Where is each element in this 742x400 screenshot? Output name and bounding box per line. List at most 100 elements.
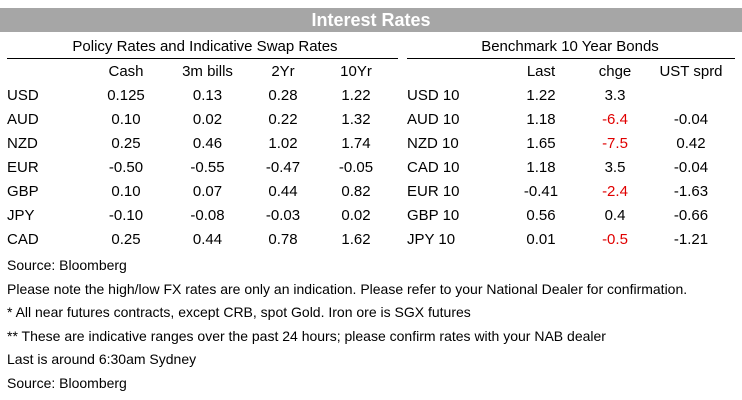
- rate-value: 0.28: [268, 87, 298, 104]
- policy-col-header: 10Yr: [340, 63, 372, 80]
- rate-value: 1.22: [341, 87, 371, 104]
- policy-row: CAD 0.25 0.44 0.78 1.62: [7, 228, 396, 252]
- rate-value: 0.78: [268, 231, 298, 248]
- rate-value: 0.44: [192, 231, 223, 248]
- currency-label: NZD: [7, 135, 38, 152]
- rate-value: -0.55: [190, 159, 225, 176]
- currency-label: AUD: [7, 111, 39, 128]
- rate-value: 0.25: [111, 231, 141, 248]
- bond-label: JPY 10: [407, 231, 456, 248]
- bond-row: NZD 10 1.65 -7.5 0.42: [407, 132, 737, 156]
- rate-value: -0.08: [190, 207, 225, 224]
- bonds-heading-divider: [407, 58, 735, 59]
- policy-corner-cell: [7, 60, 87, 84]
- policy-rates-heading: Policy Rates and Indicative Swap Rates: [72, 38, 338, 55]
- bond-spread-value: -0.04: [673, 111, 709, 128]
- rate-value: 0.07: [192, 183, 223, 200]
- rate-value: 1.32: [341, 111, 371, 128]
- rate-value: -0.10: [108, 207, 144, 224]
- bond-change-value: -0.5: [602, 231, 628, 248]
- currency-label: JPY: [7, 207, 35, 224]
- policy-col-header: 2Yr: [271, 63, 295, 80]
- rate-value: 0.44: [268, 183, 298, 200]
- bond-spread-value: -0.66: [673, 207, 709, 224]
- bond-change-value: -6.4: [602, 111, 628, 128]
- rate-value: 1.74: [341, 135, 371, 152]
- policy-rates-table: Cash 3m bills 2Yr 10Yr USD 0.125 0.13 0.28 1…: [7, 60, 396, 252]
- bond-label: CAD 10: [407, 159, 460, 176]
- rate-value: 0.10: [111, 183, 141, 200]
- policy-row: GBP 0.10 0.07 0.44 0.82: [7, 180, 396, 204]
- policy-row: AUD 0.10 0.02 0.22 1.32: [7, 108, 396, 132]
- bond-label: GBP 10: [407, 207, 460, 224]
- bond-last-value: 0.01: [526, 231, 556, 248]
- bond-label: EUR 10: [407, 183, 460, 200]
- bond-spread-value: 0.42: [676, 135, 706, 152]
- bond-last-value: 0.56: [526, 207, 556, 224]
- currency-label: USD: [7, 87, 39, 104]
- footnote-source: Source: Bloomberg: [7, 257, 127, 273]
- policy-row: USD 0.125 0.13 0.28 1.22: [7, 84, 396, 108]
- bond-row: EUR 10 -0.41 -2.4 -1.63: [407, 180, 737, 204]
- rate-value: -0.03: [265, 207, 301, 224]
- footnote-last-time: Last is around 6:30am Sydney: [7, 351, 197, 367]
- rate-value: 0.13: [192, 87, 223, 104]
- rate-value: 0.02: [192, 111, 223, 128]
- currency-label: EUR: [7, 159, 39, 176]
- rate-value: 0.22: [268, 111, 298, 128]
- rate-value: 0.25: [111, 135, 141, 152]
- bond-last-value: -0.41: [523, 183, 559, 200]
- bonds-col-header: chge: [598, 63, 632, 80]
- bond-last-value: 1.65: [526, 135, 556, 152]
- policy-row: NZD 0.25 0.46 1.02 1.74: [7, 132, 396, 156]
- footnote-fx-disclaimer: Please note the high/low FX rates are on…: [7, 280, 688, 297]
- policy-col-header: 3m bills: [182, 63, 233, 80]
- policy-row: JPY -0.10 -0.08 -0.03 0.02: [7, 204, 396, 228]
- bond-spread-value: -0.04: [673, 159, 709, 176]
- footnote-ranges: ** These are indicative ranges over the …: [7, 327, 606, 344]
- policy-header-row: Cash 3m bills 2Yr 10Yr: [7, 60, 396, 84]
- rate-value: 0.02: [341, 207, 371, 224]
- rate-value: 0.82: [341, 183, 371, 200]
- footnotes: Source: Bloomberg Please note the high/l…: [7, 254, 687, 395]
- bond-change-value: -7.5: [602, 135, 628, 152]
- bond-change-value: -2.4: [602, 183, 628, 200]
- policy-heading-divider: [7, 58, 398, 59]
- bond-row: CAD 10 1.18 3.5 -0.04: [407, 156, 737, 180]
- rate-value: -0.05: [338, 159, 374, 176]
- bond-row: AUD 10 1.18 -6.4 -0.04: [407, 108, 737, 132]
- bond-change-value: 3.5: [604, 159, 626, 176]
- bond-last-value: 1.18: [526, 159, 556, 176]
- bonds-col-header: Last: [526, 63, 556, 80]
- bonds-col-header: UST sprd: [659, 63, 723, 80]
- rate-value: 0.10: [111, 111, 141, 128]
- policy-col-header: Cash: [108, 63, 144, 80]
- currency-label: GBP: [7, 183, 39, 200]
- bond-row: GBP 10 0.56 0.4 -0.66: [407, 204, 737, 228]
- bond-change-value: 0.4: [604, 207, 626, 224]
- policy-row: EUR -0.50 -0.55 -0.47 -0.05: [7, 156, 396, 180]
- page-title: Interest Rates: [0, 8, 742, 32]
- rate-value: -0.47: [265, 159, 301, 176]
- footnote-futures: * All near futures contracts, except CRB…: [7, 304, 471, 320]
- rate-value: -0.50: [108, 159, 144, 176]
- rate-value: 1.62: [341, 231, 371, 248]
- bond-spread-value: -1.63: [673, 183, 709, 200]
- rate-value: 0.46: [192, 135, 223, 152]
- bonds-corner-cell: [407, 60, 497, 84]
- bond-last-value: 1.22: [526, 87, 556, 104]
- rate-value: 0.125: [107, 87, 145, 104]
- bond-row: USD 10 1.22 3.3: [407, 84, 737, 108]
- bonds-header-row: Last chge UST sprd: [407, 60, 737, 84]
- bond-row: JPY 10 0.01 -0.5 -1.21: [407, 228, 737, 252]
- bond-label: USD 10: [407, 87, 460, 104]
- bond-label: NZD 10: [407, 135, 459, 152]
- bond-last-value: 1.18: [526, 111, 556, 128]
- rate-value: 1.02: [268, 135, 298, 152]
- bond-spread-value: -1.21: [673, 231, 709, 248]
- bond-change-value: 3.3: [604, 87, 626, 104]
- footnote-source-2: Source: Bloomberg: [7, 374, 127, 391]
- bond-spread-value: [645, 84, 737, 108]
- bonds-heading: Benchmark 10 Year Bonds: [481, 38, 659, 55]
- bonds-table: Last chge UST sprd USD 10 1.22 3.3 AUD 10 1.…: [407, 60, 737, 252]
